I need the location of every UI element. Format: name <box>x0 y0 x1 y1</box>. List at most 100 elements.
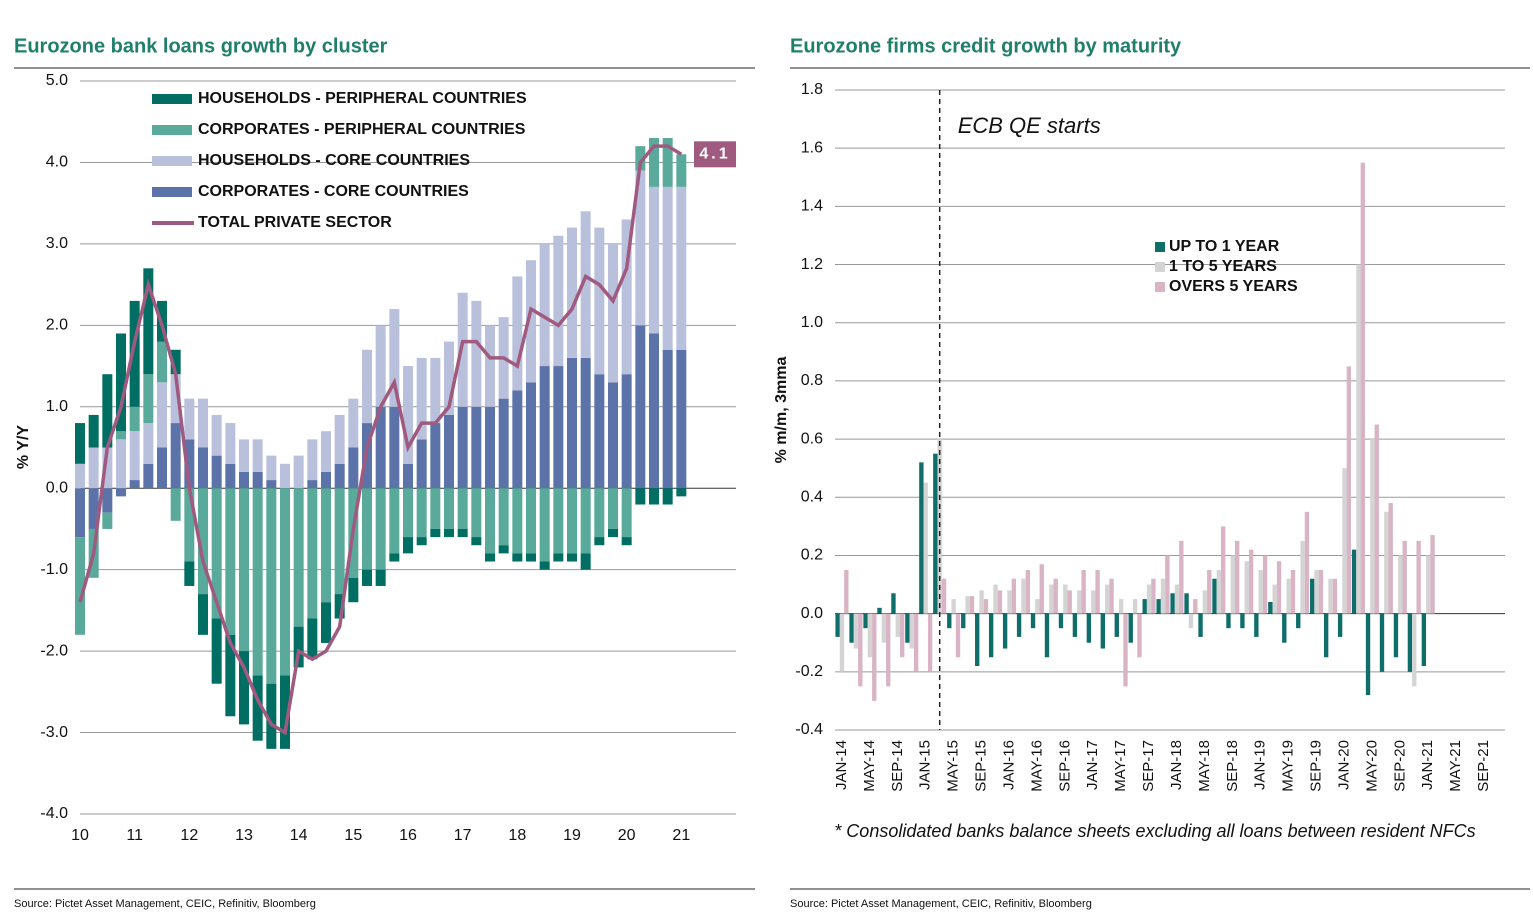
bar <box>1198 613 1203 637</box>
bar <box>75 488 85 538</box>
bar <box>430 357 441 424</box>
bar <box>881 613 887 643</box>
bar <box>886 613 891 687</box>
bar <box>252 439 263 472</box>
bar <box>621 219 632 375</box>
bar <box>307 618 318 660</box>
bar <box>1030 613 1036 629</box>
bar <box>362 349 372 424</box>
bar <box>444 341 454 415</box>
bar <box>580 553 591 570</box>
bar <box>1318 570 1324 614</box>
bar <box>471 488 482 538</box>
x-tick-label: MAY-17 <box>1112 740 1129 792</box>
bar <box>1244 561 1249 614</box>
bar <box>553 235 564 367</box>
bar <box>1067 590 1072 614</box>
bar <box>498 398 509 489</box>
bar <box>1091 590 1096 614</box>
bar <box>1095 570 1100 614</box>
bar <box>526 553 536 562</box>
bar <box>1370 439 1375 614</box>
bar <box>1179 540 1184 614</box>
bar <box>635 325 646 489</box>
bar <box>211 455 222 489</box>
bar <box>1086 613 1092 643</box>
bar <box>485 488 495 554</box>
bar <box>1109 578 1114 614</box>
x-tick-label: 17 <box>454 827 472 844</box>
bar <box>649 186 659 334</box>
bar <box>1407 613 1413 672</box>
bar <box>184 488 195 562</box>
bar <box>877 607 882 614</box>
bar <box>1221 526 1226 614</box>
legend-label: HOUSEHOLDS - CORE COUNTRIES <box>198 152 470 169</box>
bar <box>553 553 564 562</box>
x-tick-label: 19 <box>563 827 581 844</box>
bar <box>116 333 126 432</box>
bar <box>430 528 441 538</box>
bar <box>594 374 605 489</box>
bar <box>993 584 998 614</box>
line <box>78 144 683 736</box>
bar <box>471 406 482 489</box>
bar <box>1430 535 1435 614</box>
bar <box>1230 555 1235 614</box>
bar <box>951 599 956 614</box>
bar <box>293 626 304 668</box>
x-tick-label: SEP-18 <box>1224 740 1241 792</box>
bar <box>403 463 413 489</box>
bar <box>1063 584 1068 614</box>
bar <box>1016 613 1022 637</box>
bar <box>307 480 318 489</box>
bar <box>676 186 687 350</box>
bar <box>1226 613 1231 629</box>
bar <box>1053 578 1058 614</box>
y-tick-label: 1.6 <box>801 139 823 156</box>
bar <box>539 488 550 562</box>
bar <box>662 488 673 505</box>
bar <box>239 439 249 472</box>
bar <box>157 341 167 383</box>
bar <box>1049 584 1054 614</box>
bar <box>266 455 277 481</box>
bar <box>594 488 605 538</box>
bar <box>1077 590 1082 614</box>
bar <box>88 488 99 529</box>
y-tick-label: -1.0 <box>40 561 68 578</box>
bar <box>225 634 236 717</box>
bar <box>1300 540 1305 614</box>
bar <box>403 488 413 538</box>
bar <box>471 300 482 407</box>
bar <box>895 613 900 637</box>
x-tick-label: MAY-20 <box>1363 740 1380 792</box>
bar <box>116 488 126 497</box>
bar <box>198 447 208 489</box>
source: Source: Pictet Asset Management, CEIC, R… <box>14 898 316 910</box>
y-tick-label: 1.0 <box>46 398 68 415</box>
x-tick-label: JAN-19 <box>1252 740 1269 790</box>
y-tick-label: -3.0 <box>40 724 68 741</box>
legend-label: 1 TO 5 YEARS <box>1169 258 1277 275</box>
x-tick-label: MAY-15 <box>945 740 962 792</box>
x-tick-label: SEP-17 <box>1140 740 1157 792</box>
x-tick-label: JAN-20 <box>1335 740 1352 790</box>
bar <box>621 374 632 489</box>
x-tick-label: MAY-21 <box>1447 740 1464 792</box>
bar <box>348 577 359 603</box>
bar <box>1262 555 1268 614</box>
bar <box>375 406 386 489</box>
y-tick-label: 1.2 <box>801 256 823 273</box>
bar <box>416 537 427 546</box>
bar <box>635 146 646 171</box>
bar <box>1323 613 1329 658</box>
y-tick-label: -2.0 <box>40 642 68 659</box>
bar <box>225 463 236 489</box>
y-tick-label: 1.0 <box>801 314 823 331</box>
legend-swatch <box>1155 242 1165 252</box>
bar <box>1356 264 1361 614</box>
bar <box>170 349 181 375</box>
bar <box>307 488 318 619</box>
bar <box>1346 366 1352 614</box>
